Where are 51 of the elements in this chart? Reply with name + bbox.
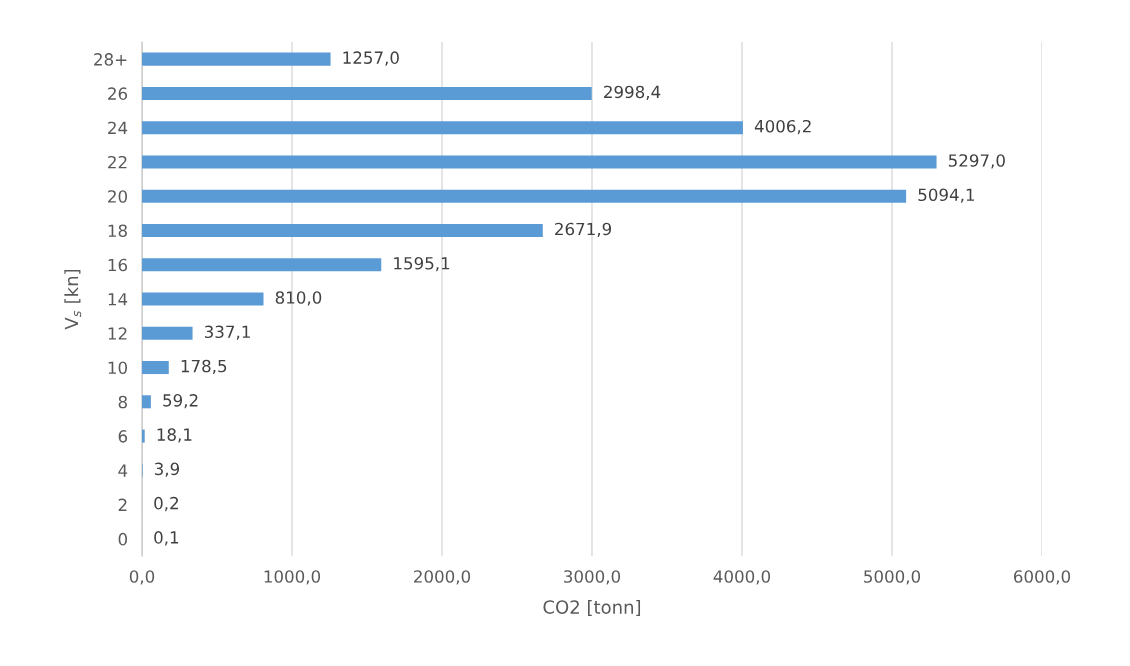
y-tick-label: 10 xyxy=(108,361,127,375)
data-label: 1595,1 xyxy=(394,256,450,272)
y-axis-title: V$_{s}$ [kn] xyxy=(64,269,82,330)
y-tick-label: 18 xyxy=(108,224,127,238)
y-tick-label: 20 xyxy=(108,190,127,203)
x-axis-title: CO2 [tonn] xyxy=(543,599,641,617)
bar xyxy=(142,258,382,272)
x-tick-label: 4000,0 xyxy=(713,570,771,585)
y-tick-label: 16 xyxy=(108,258,128,272)
data-label: 0,1 xyxy=(154,531,179,546)
y-tick-label: 14 xyxy=(108,293,128,306)
data-label: 2998,4 xyxy=(604,85,661,100)
data-label: 337,1 xyxy=(204,325,250,340)
x-tick-label: 0,0 xyxy=(129,570,155,585)
data-label: 1257,0 xyxy=(343,51,399,66)
bar xyxy=(142,326,193,340)
bar xyxy=(142,429,145,443)
y-tick-label: 0 xyxy=(118,532,127,546)
y-tick-label: 6 xyxy=(118,430,128,443)
data-label: 59,2 xyxy=(163,394,198,409)
y-tick-label: 4 xyxy=(118,464,128,477)
bar xyxy=(142,86,592,100)
y-tick-label: 22 xyxy=(108,155,127,169)
x-tick-label: 6000,0 xyxy=(1014,570,1071,585)
data-label: 5297,0 xyxy=(948,154,1005,169)
x-tick-label: 1000,0 xyxy=(264,570,321,585)
bar xyxy=(142,189,907,203)
data-label: 5094,1 xyxy=(918,188,974,203)
bar xyxy=(142,395,151,409)
bar xyxy=(142,223,543,237)
data-label: 18,1 xyxy=(157,428,192,443)
x-tick-label: 5000,0 xyxy=(864,570,921,585)
bar xyxy=(142,292,264,306)
bar xyxy=(142,155,937,169)
data-label: 810,0 xyxy=(275,291,322,306)
data-label: 3,9 xyxy=(154,462,180,477)
bar xyxy=(142,52,331,66)
y-tick-label: 28+ xyxy=(94,53,127,66)
y-tick-label: 2 xyxy=(118,498,127,511)
data-label: 4006,2 xyxy=(754,119,811,135)
data-label: 178,5 xyxy=(181,359,227,375)
data-label: 2671,9 xyxy=(555,222,612,237)
y-tick-label: 26 xyxy=(108,87,128,100)
y-tick-label: 12 xyxy=(108,327,127,340)
x-tick-label: 2000,0 xyxy=(414,570,471,585)
y-tick-label: 8 xyxy=(118,395,127,409)
bar xyxy=(142,121,743,135)
data-label: 0,2 xyxy=(154,496,178,512)
x-tick-label: 3000,0 xyxy=(564,570,621,585)
y-tick-label: 24 xyxy=(108,121,128,134)
bar xyxy=(142,361,169,375)
